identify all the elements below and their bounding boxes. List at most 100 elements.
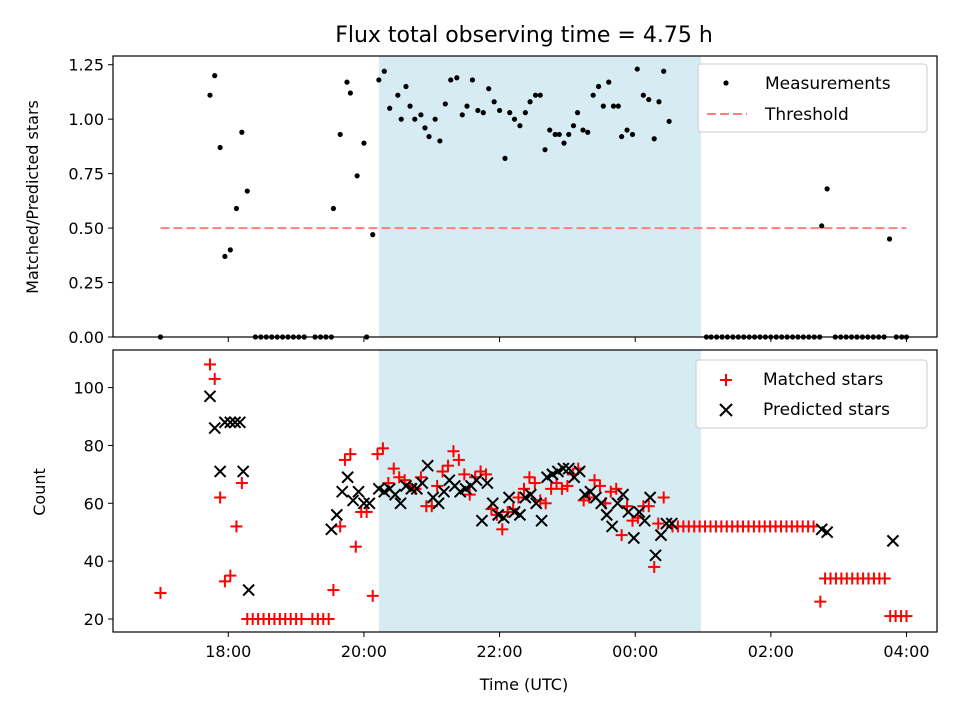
matched-star-point (230, 520, 243, 533)
measurement-point (442, 101, 448, 107)
predicted-star-point (336, 485, 349, 498)
matched-star-point (447, 445, 460, 458)
measurement-point (824, 186, 830, 192)
predicted-star-point (330, 508, 344, 522)
measurement-point (585, 129, 591, 135)
predicted-star-point (352, 485, 365, 498)
matched-star-point (528, 477, 541, 490)
top-panel: 0.00 0.25 0.50 0.75 1.00 1.25 Matched/Predict… (23, 55, 938, 347)
matched-star-point (642, 500, 655, 513)
predicted-star-point (529, 497, 543, 510)
predicted-star-point (627, 531, 641, 545)
bottom-y-tick-label: 80 (84, 436, 104, 455)
legend-measurements-marker (723, 80, 729, 86)
measurement-point (590, 92, 596, 98)
bottom-y-tick-label: 100 (73, 379, 104, 398)
matched-star-point (496, 523, 509, 536)
matched-star-point (512, 491, 525, 504)
measurement-point (337, 131, 343, 138)
matched-star-point (208, 372, 221, 385)
measurement-point (486, 86, 492, 92)
predicted-star-point (416, 476, 429, 490)
measurement-point (491, 99, 497, 105)
measurement-point (217, 144, 223, 151)
predicted-star-point (886, 534, 900, 548)
measurement-point (517, 123, 523, 129)
measurement-point (556, 131, 562, 138)
x-tick-label: 20:00 (341, 642, 387, 661)
bottom-panel: 20 40 60 80 100 18:00 20:00 22:00 00:00 02:00 04:… (30, 349, 938, 694)
measurement-point (469, 77, 476, 83)
matched-star-point (224, 569, 237, 582)
matched-star-point (327, 584, 340, 597)
matched-star-point (480, 468, 493, 481)
predicted-star-point (557, 462, 570, 475)
measurement-point (666, 118, 672, 124)
predicted-star-point (820, 526, 834, 539)
measurement-point (595, 83, 602, 90)
measurement-point (330, 205, 337, 212)
bottom-y-tick-label: 60 (84, 494, 104, 513)
measurement-point (437, 138, 443, 144)
predicted-star-point (203, 390, 217, 403)
predicted-star-point (341, 471, 354, 484)
measurement-point (422, 125, 428, 131)
measurement-point (600, 103, 606, 109)
predicted-star-point (346, 494, 360, 507)
matched-star-point (517, 482, 530, 495)
bottom-y-axis-label: Count (30, 468, 49, 516)
predicted-star-point (208, 421, 221, 435)
matched-star-point (458, 468, 471, 481)
top-y-ticks: 0.00 0.25 0.50 0.75 1.00 1.25 (68, 56, 113, 347)
matched-star-point (387, 462, 400, 475)
top-y-tick-label: 0.75 (68, 165, 104, 184)
predicted-star-point (654, 528, 668, 542)
measurement-point (432, 116, 438, 122)
matched-star-point (322, 612, 335, 625)
measurement-point (454, 75, 460, 81)
measurement-point (542, 147, 548, 153)
matched-star-point (593, 479, 606, 492)
measurement-point (547, 127, 553, 133)
bottom-x-ticks: 18:00 20:00 22:00 00:00 02:00 04:00 (205, 632, 930, 661)
measurement-point (651, 136, 657, 142)
measurement-point (239, 129, 245, 135)
matched-star-point (523, 471, 536, 484)
bottom-shaded-interval (378, 350, 701, 632)
measurement-point (537, 92, 543, 98)
matched-star-point (154, 586, 167, 599)
measurement-point (619, 133, 625, 140)
measurement-point (426, 133, 432, 140)
measurement-point (570, 123, 577, 129)
matched-star-point (610, 482, 623, 495)
measurement-point (656, 99, 662, 105)
top-shaded-interval (378, 56, 701, 337)
matched-star-point (295, 612, 308, 625)
measurement-point (448, 77, 454, 83)
predicted-star-point (357, 497, 371, 510)
predicted-star-point (649, 549, 662, 562)
measurement-point (552, 131, 558, 138)
measurement-point (412, 116, 418, 122)
predicted-star-point (325, 523, 338, 536)
measurement-point (532, 92, 539, 98)
predicted-star-point (622, 505, 635, 519)
matched-star-point (338, 453, 351, 466)
predicted-star-point (224, 416, 237, 429)
measurement-point (418, 112, 424, 118)
matched-star-point (545, 482, 558, 495)
predicted-stars-points (203, 390, 900, 597)
legend-matched-marker (720, 374, 732, 386)
top-y-axis-label: Matched/Predicted stars (23, 100, 42, 294)
predicted-star-point (616, 488, 630, 501)
top-y-tick-label: 1.00 (68, 110, 104, 129)
matched-star-point (452, 453, 465, 466)
measurement-point (629, 131, 636, 138)
matched-star-point (371, 448, 384, 461)
top-y-tick-label: 0.50 (68, 219, 104, 238)
measurement-point (634, 66, 640, 72)
measurement-point (403, 83, 409, 90)
measurement-point (886, 236, 893, 242)
measurement-points (157, 66, 910, 340)
measurement-point (244, 188, 250, 194)
